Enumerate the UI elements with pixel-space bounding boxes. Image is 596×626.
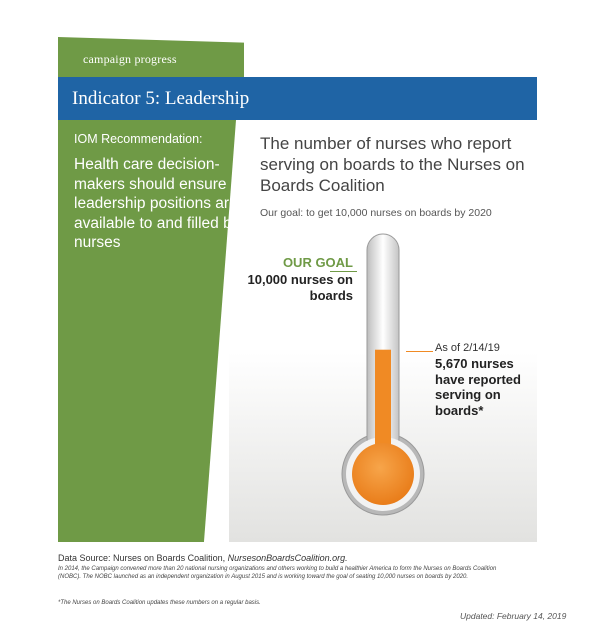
thermometer-bulb-fill [352, 443, 414, 505]
data-source: Data Source: Nurses on Boards Coalition,… [58, 553, 348, 563]
header-title: Indicator 5: Leadership [72, 88, 250, 109]
footnote: *The Nurses on Boards Coalition updates … [58, 600, 261, 606]
recommendation-text: Health care decision-makers should ensur… [74, 156, 240, 251]
recommendation-panel [58, 120, 236, 542]
data-source-prefix: Data Source: Nurses on Boards Coalition, [58, 553, 228, 563]
headline: The number of nurses who report serving … [260, 134, 525, 195]
data-source-site: NursesonBoardsCoalition.org. [227, 553, 348, 563]
campaign-note: In 2014, the Campaign convened more than… [58, 566, 497, 580]
campaign-tab-label: campaign progress [83, 52, 177, 66]
goal-sentence: Our goal: to get 10,000 nurses on boards… [260, 207, 492, 219]
as-of-date: As of 2/14/19 [435, 342, 500, 354]
goal-label: OUR GOAL [282, 255, 353, 270]
goal-tick [330, 271, 357, 272]
current-tick [406, 351, 433, 352]
goal-value: 10,000 nurses on boards [247, 272, 354, 303]
thermometer [341, 233, 425, 516]
recommendation-label: IOM Recommendation: [74, 132, 203, 146]
current-value: 5,670 nurses have reported serving on bo… [435, 356, 521, 418]
header-bar [58, 77, 537, 120]
updated-date: Updated: February 14, 2019 [460, 611, 567, 621]
campaign-tab [58, 37, 244, 77]
